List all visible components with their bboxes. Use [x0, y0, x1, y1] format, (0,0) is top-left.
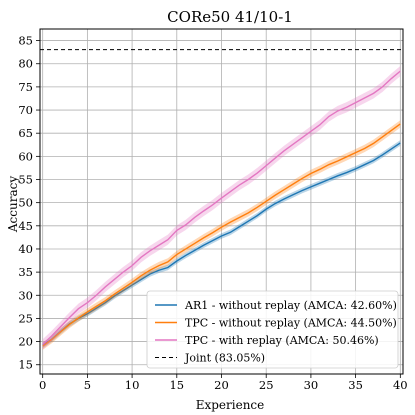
y-tick-label: 35 — [18, 265, 33, 279]
legend: AR1 - without replay (AMCA: 42.60%) TPC -… — [146, 290, 399, 369]
y-tick-label: 85 — [18, 34, 33, 48]
series-band-2 — [42, 66, 401, 350]
y-tick-label: 60 — [18, 149, 33, 163]
y-tick-label: 45 — [18, 219, 33, 233]
y-tick-label: 15 — [18, 358, 33, 372]
x-tick-label: 15 — [169, 378, 184, 392]
y-tick-label: 55 — [18, 173, 33, 187]
x-tick-label: 5 — [84, 378, 91, 392]
chart-title: CORe50 41/10-1 — [167, 8, 293, 26]
legend-label-1: TPC - without replay (AMCA: 44.50%) — [185, 317, 397, 330]
x-tick-label: 20 — [214, 378, 229, 392]
legend-box — [146, 290, 399, 369]
x-tick-label: 40 — [393, 378, 408, 392]
series-line-0 — [42, 142, 401, 346]
legend-label-0: AR1 - without replay (AMCA: 42.60%) — [184, 299, 397, 312]
legend-label-2: TPC - with replay (AMCA: 50.46%) — [185, 334, 379, 347]
y-tick-label: 70 — [18, 103, 33, 117]
y-tick-label: 25 — [18, 311, 33, 325]
series-line-1 — [42, 123, 401, 347]
x-axis-label: Experience — [196, 398, 265, 412]
y-tick-label: 65 — [18, 126, 33, 140]
y-tick-label: 30 — [18, 288, 33, 302]
axis-ticks: 0 5 10 15 20 25 30 35 40 15 20 25 30 35 40 45 50 55 60 65 70… — [18, 34, 407, 392]
y-axis-label: Accuracy — [6, 176, 20, 233]
y-tick-label: 75 — [18, 80, 33, 94]
x-tick-label: 35 — [348, 378, 363, 392]
x-tick-label: 0 — [39, 378, 46, 392]
series-line-2 — [42, 70, 401, 345]
y-tick-label: 40 — [18, 242, 33, 256]
legend-label-3: Joint (83.05%) — [184, 352, 265, 365]
y-tick-label: 50 — [18, 196, 33, 210]
x-tick-label: 30 — [304, 378, 319, 392]
x-tick-label: 25 — [259, 378, 274, 392]
y-tick-label: 20 — [18, 335, 33, 349]
y-tick-label: 80 — [18, 57, 33, 71]
series-group — [42, 66, 401, 350]
x-tick-label: 10 — [125, 378, 140, 392]
